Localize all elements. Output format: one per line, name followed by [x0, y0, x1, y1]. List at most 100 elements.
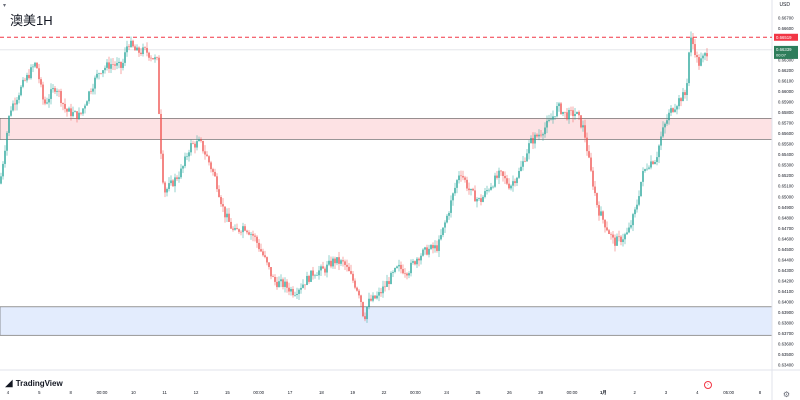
candle-body — [42, 84, 44, 100]
candle-body — [172, 180, 174, 187]
candle-body — [180, 168, 182, 178]
candle-body — [436, 245, 438, 251]
candle-body — [206, 154, 208, 157]
candle-body — [122, 62, 124, 68]
candle-body — [522, 161, 524, 167]
candle-body — [324, 268, 326, 273]
candle-body — [28, 74, 30, 79]
candle-body — [524, 161, 526, 162]
candle-body — [230, 221, 232, 229]
time-tick: 2 — [633, 390, 636, 395]
candle-body — [358, 290, 360, 296]
candle-body — [636, 204, 638, 210]
candle-body — [12, 103, 14, 111]
candle-body — [182, 166, 184, 169]
candle-body — [442, 227, 444, 236]
last-price-label: 0.66339 — [776, 47, 792, 52]
candle-body — [454, 187, 456, 194]
candle-body — [296, 293, 298, 296]
candle-body — [30, 67, 32, 79]
candle-body — [552, 116, 554, 120]
candle-body — [516, 177, 518, 184]
candle-body — [542, 134, 544, 136]
candle-body — [602, 211, 604, 220]
candle-body — [286, 281, 288, 288]
candle-body — [350, 271, 352, 274]
candle-body — [394, 268, 396, 273]
price-tick: 0.65700 — [778, 121, 794, 126]
candle-body — [618, 236, 620, 238]
candle-body — [312, 270, 314, 276]
candle-body — [288, 287, 290, 292]
candle-body — [366, 306, 368, 320]
candle-body — [438, 239, 440, 251]
candle-body — [378, 292, 380, 296]
candle-body — [268, 262, 270, 268]
price-tick: 0.65000 — [778, 194, 794, 199]
candle-body — [570, 110, 572, 111]
candle-body — [446, 215, 448, 223]
candle-body — [372, 295, 374, 301]
candle-body — [186, 156, 188, 157]
candle-body — [60, 91, 62, 104]
candle-body — [526, 153, 528, 162]
candle-body — [460, 175, 462, 177]
candle-body — [132, 40, 134, 47]
candle-body — [20, 86, 22, 96]
chevron-icon[interactable]: ▾ — [3, 3, 7, 9]
time-tick: 00:00 — [410, 390, 421, 395]
price-tick: 0.65500 — [778, 142, 794, 147]
candle-body — [500, 170, 502, 172]
tradingview-logo[interactable]: ◢ TradingView — [5, 378, 63, 389]
time-tick: 11 — [162, 390, 167, 395]
price-tick: 0.65900 — [778, 100, 794, 105]
candle-body — [26, 74, 28, 81]
candle-body — [196, 141, 198, 148]
tradingview-mark-icon: ◢ — [5, 378, 13, 389]
candle-body — [478, 198, 480, 199]
candle-body — [662, 127, 664, 137]
candle-body — [82, 108, 84, 114]
candle-body — [146, 47, 148, 53]
candle-body — [84, 105, 86, 109]
candle-body — [528, 143, 530, 154]
time-tick: 00:00 — [97, 390, 108, 395]
candle-body — [54, 88, 56, 92]
candle-body — [22, 79, 24, 87]
candle-body — [606, 227, 608, 231]
go-to-realtime-icon[interactable]: › — [704, 381, 712, 389]
time-tick: 26 — [507, 390, 512, 395]
price-tick: 0.65400 — [778, 152, 794, 157]
candle-body — [222, 204, 224, 207]
candle-body — [518, 170, 520, 178]
candle-body — [402, 269, 404, 274]
candle-body — [554, 116, 556, 117]
candle-body — [648, 167, 650, 169]
candle-body — [346, 264, 348, 267]
gear-icon[interactable]: ⚙ — [782, 390, 790, 399]
price-tick: 0.64700 — [778, 226, 794, 231]
currency-label[interactable]: USD — [779, 2, 790, 8]
candle-body — [152, 58, 154, 60]
candle-body — [398, 264, 400, 267]
candle-body — [622, 239, 624, 243]
candle-body — [210, 162, 212, 170]
candle-body — [472, 188, 474, 191]
candle-body — [556, 106, 558, 117]
candle-body — [134, 46, 136, 51]
candle-body — [546, 120, 548, 128]
candle-body — [396, 266, 398, 269]
candle-body — [600, 211, 602, 216]
candle-body — [608, 230, 610, 235]
candle-body — [250, 233, 252, 235]
candle-body — [702, 55, 704, 59]
candle-body — [572, 110, 574, 117]
candle-body — [488, 189, 490, 191]
candle-body — [194, 143, 196, 148]
candle-body — [72, 112, 74, 117]
candle-body — [270, 267, 272, 277]
last-price-countdown: 00:07 — [776, 53, 787, 58]
candle-body — [470, 188, 472, 191]
candle-body — [192, 143, 194, 144]
